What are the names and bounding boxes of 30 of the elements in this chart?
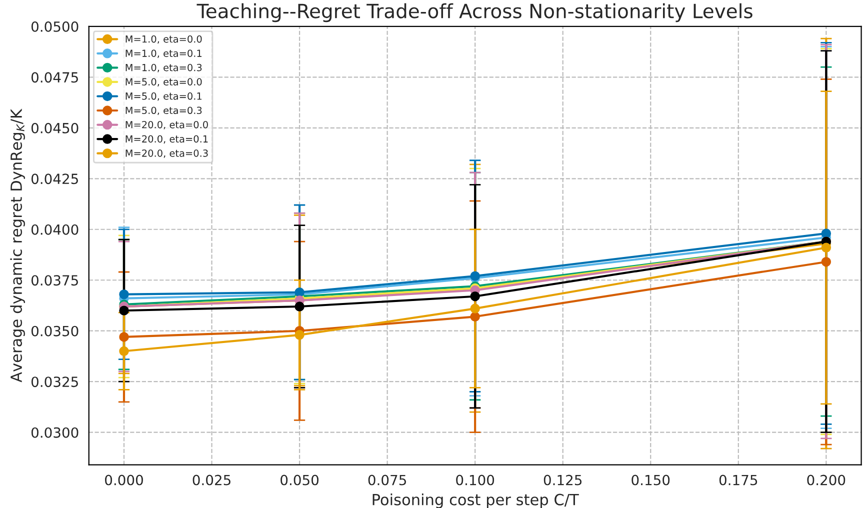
y-tick-label: 0.0350 [31,326,78,336]
legend-label: M=20.0, eta=0.1 [126,135,208,144]
legend-label: M=1.0, eta=0.1 [126,50,202,58]
y-tick-label: 0.0325 [31,376,78,388]
x-tick-label: 0.050 [280,474,318,486]
x-tick-label: 0.000 [105,474,143,486]
legend-label: M=5.0, eta=0.3 [126,106,202,116]
x-axis-title: Poisoning cost per step C/T [372,494,579,508]
y-tick-label: 0.0300 [31,427,78,438]
legend-label: M=5.0, eta=0.0 [126,78,202,86]
legend-label: M=1.0, eta=0.3 [126,64,202,72]
legend-label: M=20.0, eta=0.0 [126,120,208,130]
chart-title: Teaching--Regret Trade-off Across Non-stationarity Levels [196,3,752,22]
legend-label: M=1.0, eta=0.0 [126,35,202,44]
x-tick-label: 0.125 [544,474,582,486]
y-axis-title: Average dynamic regret DynReg$_{K}$/K [10,108,25,382]
legend-label: M=5.0, eta=0.1 [126,92,202,101]
x-tick-label: 0.200 [807,474,846,486]
x-tick-label: 0.025 [192,474,230,486]
x-tick-label: 0.150 [632,474,670,486]
y-tick-label: 0.0475 [31,72,78,83]
y-tick-label: 0.0400 [31,224,78,235]
x-tick-label: 0.100 [456,474,494,486]
y-tick-label: 0.0500 [31,21,78,32]
x-tick-label: 0.175 [719,474,758,486]
y-tick-label: 0.0450 [31,122,78,134]
y-tick-label: 0.0425 [31,174,78,184]
y-tick-label: 0.0375 [31,275,78,286]
x-tick-label: 0.075 [368,474,406,486]
legend-label: M=20.0, eta=0.3 [126,150,208,158]
